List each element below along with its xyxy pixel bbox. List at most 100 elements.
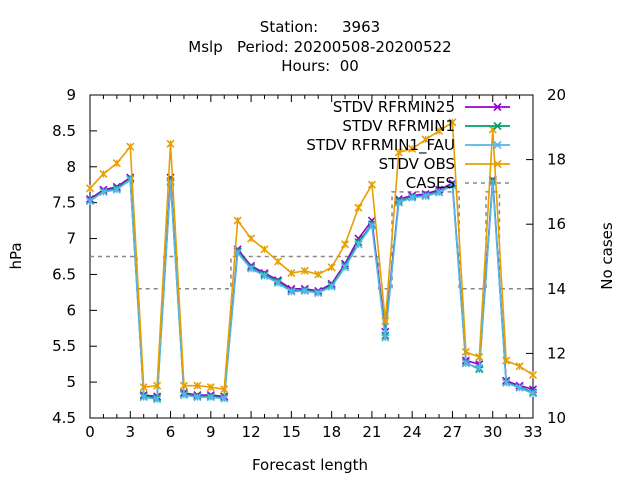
data-point-stdv-obs <box>528 370 538 379</box>
y2-tick-label: 20 <box>547 86 566 104</box>
data-point-stdv-obs <box>300 266 309 275</box>
data-point-stdv-rfrmin1-fau <box>112 185 121 194</box>
data-point-stdv-obs <box>327 263 336 272</box>
data-point-stdv-obs <box>475 352 484 362</box>
y-tick-label: 4.5 <box>52 409 76 427</box>
data-point-stdv-obs <box>273 257 283 266</box>
data-point-stdv-obs <box>126 142 135 151</box>
data-point-stdv-obs <box>139 383 148 392</box>
data-point-stdv-rfrmin1-fau <box>206 393 215 402</box>
x-tick-label: 0 <box>85 423 95 441</box>
legend-marker <box>493 159 502 169</box>
x-tick-label: 30 <box>483 423 502 441</box>
legend-label: STDV OBS <box>379 155 455 173</box>
y-tick-label: 6.5 <box>52 265 76 283</box>
x-tick-label: 27 <box>443 423 462 441</box>
legend-label: CASES <box>406 174 455 192</box>
data-point-stdv-obs <box>260 245 269 254</box>
data-point-stdv-rfrmin1-fau <box>434 188 444 197</box>
data-point-stdv-obs <box>99 169 108 179</box>
y-tick-label: 7.5 <box>52 194 76 212</box>
y-tick-label: 8.5 <box>52 122 76 140</box>
series-line-cases <box>90 191 533 290</box>
data-point-stdv-obs <box>112 159 121 168</box>
legend-label: STDV RFRMIN25 <box>333 98 455 116</box>
title-line-hours: Hours: 00 <box>281 57 359 75</box>
data-point-stdv-obs <box>220 385 229 394</box>
x-tick-label: 33 <box>523 423 542 441</box>
data-point-stdv-rfrmin1-fau <box>193 393 202 402</box>
data-point-stdv-obs <box>193 381 202 390</box>
data-point-stdv-obs <box>247 234 256 243</box>
data-point-stdv-rfrmin1-fau <box>367 221 376 230</box>
title-line-period: Mslp Period: 20200508-20200522 <box>188 38 452 56</box>
data-point-stdv-obs <box>434 126 444 135</box>
legend-label: STDV RFRMIN1_FAU <box>306 136 455 155</box>
data-point-stdv-rfrmin1-fau <box>314 289 323 298</box>
y2-tick-label: 10 <box>547 409 566 427</box>
legend-label: STDV RFRMIN1 <box>342 117 455 135</box>
data-point-stdv-rfrmin1-fau <box>528 389 538 398</box>
x-tick-label: 15 <box>282 423 301 441</box>
data-point-stdv-rfrmin1-fau <box>139 393 148 402</box>
data-point-stdv-rfrmin1-fau <box>461 359 470 368</box>
data-point-stdv-obs <box>367 180 376 189</box>
data-point-stdv-rfrmin1-fau <box>327 282 336 291</box>
data-point-stdv-obs <box>85 184 95 193</box>
series-line-stdv-rfrmin1-fau <box>89 178 534 401</box>
data-point-stdv-obs <box>233 216 242 225</box>
data-point-stdv-rfrmin1-fau <box>153 395 162 404</box>
y-tick-label: 6 <box>66 301 76 319</box>
data-point-stdv-rfrmin1-fau <box>421 192 430 201</box>
data-point-stdv-rfrmin1-fau <box>220 394 229 403</box>
ticks-layer: 0 3 6 9 12 15 18 21 24 27 30 33 4.5 5 5.5 6 6.5 7 7.5 8 8.5 9… <box>52 86 566 441</box>
data-point-stdv-obs <box>340 240 350 249</box>
data-point-stdv-rfrmin1-fau <box>300 286 309 296</box>
data-point-stdv-rfrmin1-fau <box>515 383 524 392</box>
data-point-stdv-rfrmin1-fau <box>260 271 269 280</box>
data-point-stdv-rfrmin1-fau <box>99 187 108 196</box>
x-axis-label: Forecast length <box>252 456 368 474</box>
data-point-stdv-rfrmin1-fau <box>381 333 390 342</box>
data-point-stdv-rfrmin1-fau <box>354 240 363 249</box>
y2-tick-label: 16 <box>547 215 566 233</box>
x-tick-label: 18 <box>322 423 341 441</box>
data-point-stdv-rfrmin1-fau <box>179 390 189 400</box>
y-tick-label: 8 <box>66 158 76 176</box>
y-axis-label: hPa <box>7 242 25 269</box>
data-point-stdv-rfrmin1-fau <box>475 363 484 372</box>
data-point-stdv-obs <box>502 356 511 365</box>
data-point-stdv-obs <box>166 139 175 148</box>
data-point-stdv-obs <box>448 118 457 127</box>
data-point-stdv-obs <box>179 381 189 390</box>
series-line-stdv-obs <box>89 120 534 391</box>
y2-tick-label: 14 <box>547 280 566 298</box>
x-tick-label: 12 <box>242 423 261 441</box>
data-point-stdv-rfrmin1-fau <box>394 198 403 207</box>
x-tick-label: 21 <box>362 423 381 441</box>
data-point-stdv-rfrmin1-fau <box>502 378 511 387</box>
title-line-station: Station: 3963 <box>259 18 381 36</box>
data-point-stdv-obs <box>421 135 430 144</box>
data-point-stdv-obs <box>515 362 524 371</box>
data-point-stdv-obs <box>153 381 162 390</box>
y-tick-label: 7 <box>66 230 76 248</box>
x-tick-label: 9 <box>206 423 216 441</box>
data-point-stdv-rfrmin1-fau <box>448 181 457 190</box>
data-point-stdv-rfrmin1-fau <box>408 193 417 202</box>
data-point-stdv-rfrmin1-fau <box>273 278 283 288</box>
series-layer <box>85 118 538 404</box>
data-point-stdv-obs <box>408 144 417 153</box>
y2-axis-label: No cases <box>598 222 616 290</box>
legend-marker <box>493 140 502 150</box>
y-tick-label: 5 <box>66 373 76 391</box>
legend-marker <box>493 102 502 112</box>
x-tick-label: 24 <box>403 423 422 441</box>
data-point-stdv-obs <box>314 270 323 279</box>
y2-tick-label: 12 <box>547 344 566 362</box>
data-point-stdv-obs <box>394 148 403 157</box>
y-tick-label: 5.5 <box>52 337 76 355</box>
x-tick-label: 6 <box>166 423 176 441</box>
data-point-stdv-obs <box>287 268 296 278</box>
